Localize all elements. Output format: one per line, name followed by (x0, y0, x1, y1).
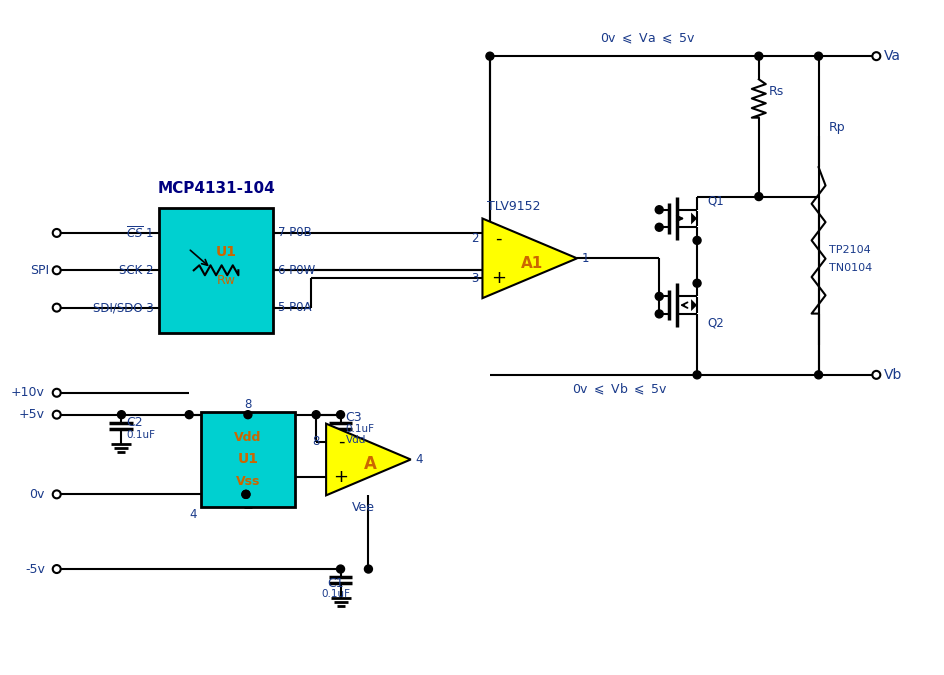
Circle shape (814, 52, 821, 60)
Circle shape (654, 292, 663, 300)
Circle shape (871, 371, 880, 379)
Circle shape (53, 389, 60, 397)
Text: 1: 1 (581, 252, 588, 265)
Text: 0.1uF: 0.1uF (126, 429, 155, 439)
Text: 3: 3 (470, 272, 478, 285)
Text: +: + (333, 468, 348, 487)
Text: 0v: 0v (29, 488, 44, 501)
Circle shape (336, 565, 345, 573)
Text: +10v: +10v (11, 386, 44, 400)
Text: C2: C2 (126, 416, 143, 429)
Circle shape (485, 52, 494, 60)
Text: Rw: Rw (216, 274, 235, 287)
Text: 8: 8 (312, 435, 319, 448)
Text: 4: 4 (189, 508, 196, 521)
Text: Rs: Rs (768, 84, 784, 97)
Circle shape (53, 304, 60, 312)
Circle shape (692, 371, 700, 379)
Text: C1: C1 (327, 577, 344, 590)
Text: SCK 2: SCK 2 (119, 264, 154, 277)
Polygon shape (326, 424, 411, 495)
Text: U1: U1 (215, 245, 236, 259)
Text: 4: 4 (414, 453, 422, 466)
Text: 5 P0A: 5 P0A (278, 301, 312, 314)
Text: -5v: -5v (25, 562, 44, 576)
Circle shape (692, 279, 700, 287)
Text: TP2104: TP2104 (828, 245, 869, 255)
Circle shape (185, 410, 193, 418)
Text: Q1: Q1 (706, 194, 723, 207)
Circle shape (754, 192, 762, 200)
Text: TLV9152: TLV9152 (487, 200, 540, 213)
Circle shape (242, 490, 249, 498)
Text: C3: C3 (346, 411, 362, 424)
Polygon shape (690, 213, 697, 225)
Circle shape (53, 410, 60, 418)
Circle shape (871, 52, 880, 60)
Circle shape (53, 490, 60, 498)
Circle shape (53, 267, 60, 274)
Text: 6 P0W: 6 P0W (278, 264, 315, 277)
Circle shape (814, 371, 821, 379)
Text: 0.1uF: 0.1uF (321, 589, 349, 599)
Text: 0v $\leqslant$ Vb $\leqslant$ 5v: 0v $\leqslant$ Vb $\leqslant$ 5v (571, 382, 666, 398)
Bar (159, 208, 273, 333)
Circle shape (692, 236, 700, 244)
Text: Vb: Vb (884, 368, 902, 382)
Bar (200, 412, 295, 507)
Circle shape (53, 565, 60, 573)
Circle shape (754, 52, 762, 60)
Text: -: - (495, 230, 501, 248)
Text: SPI: SPI (30, 264, 50, 277)
Text: +: + (490, 269, 505, 288)
Polygon shape (690, 299, 697, 311)
Text: A: A (363, 456, 377, 473)
Circle shape (336, 410, 345, 418)
Text: 0v $\leqslant$ Va $\leqslant$ 5v: 0v $\leqslant$ Va $\leqslant$ 5v (599, 32, 694, 47)
Circle shape (53, 229, 60, 237)
Text: SDI/SDO 3: SDI/SDO 3 (93, 301, 154, 314)
Text: Vee: Vee (351, 501, 375, 514)
Text: TN0104: TN0104 (828, 263, 871, 273)
Text: 2: 2 (470, 232, 478, 245)
Circle shape (654, 223, 663, 232)
Circle shape (312, 410, 320, 418)
Circle shape (244, 410, 252, 418)
Text: U1: U1 (237, 452, 258, 466)
Circle shape (654, 206, 663, 214)
Text: Vdd: Vdd (346, 435, 365, 445)
Text: Va: Va (884, 49, 901, 63)
Text: +5v: +5v (19, 408, 44, 421)
Text: 7 P0B: 7 P0B (278, 226, 312, 240)
Circle shape (242, 490, 249, 498)
Text: Vdd: Vdd (234, 431, 261, 444)
Circle shape (117, 410, 126, 418)
Text: MCP4131-104: MCP4131-104 (157, 181, 275, 196)
Text: -: - (337, 433, 344, 451)
Circle shape (364, 565, 372, 573)
Text: 0.1uF: 0.1uF (346, 424, 374, 433)
Text: $\overline{CS}$ 1: $\overline{CS}$ 1 (126, 225, 154, 241)
Polygon shape (482, 219, 577, 298)
Text: Q2: Q2 (706, 316, 723, 329)
Text: Rp: Rp (828, 122, 844, 134)
Circle shape (654, 310, 663, 318)
Text: Vss: Vss (235, 475, 260, 488)
Text: A1: A1 (520, 256, 542, 271)
Text: 8: 8 (244, 398, 251, 410)
